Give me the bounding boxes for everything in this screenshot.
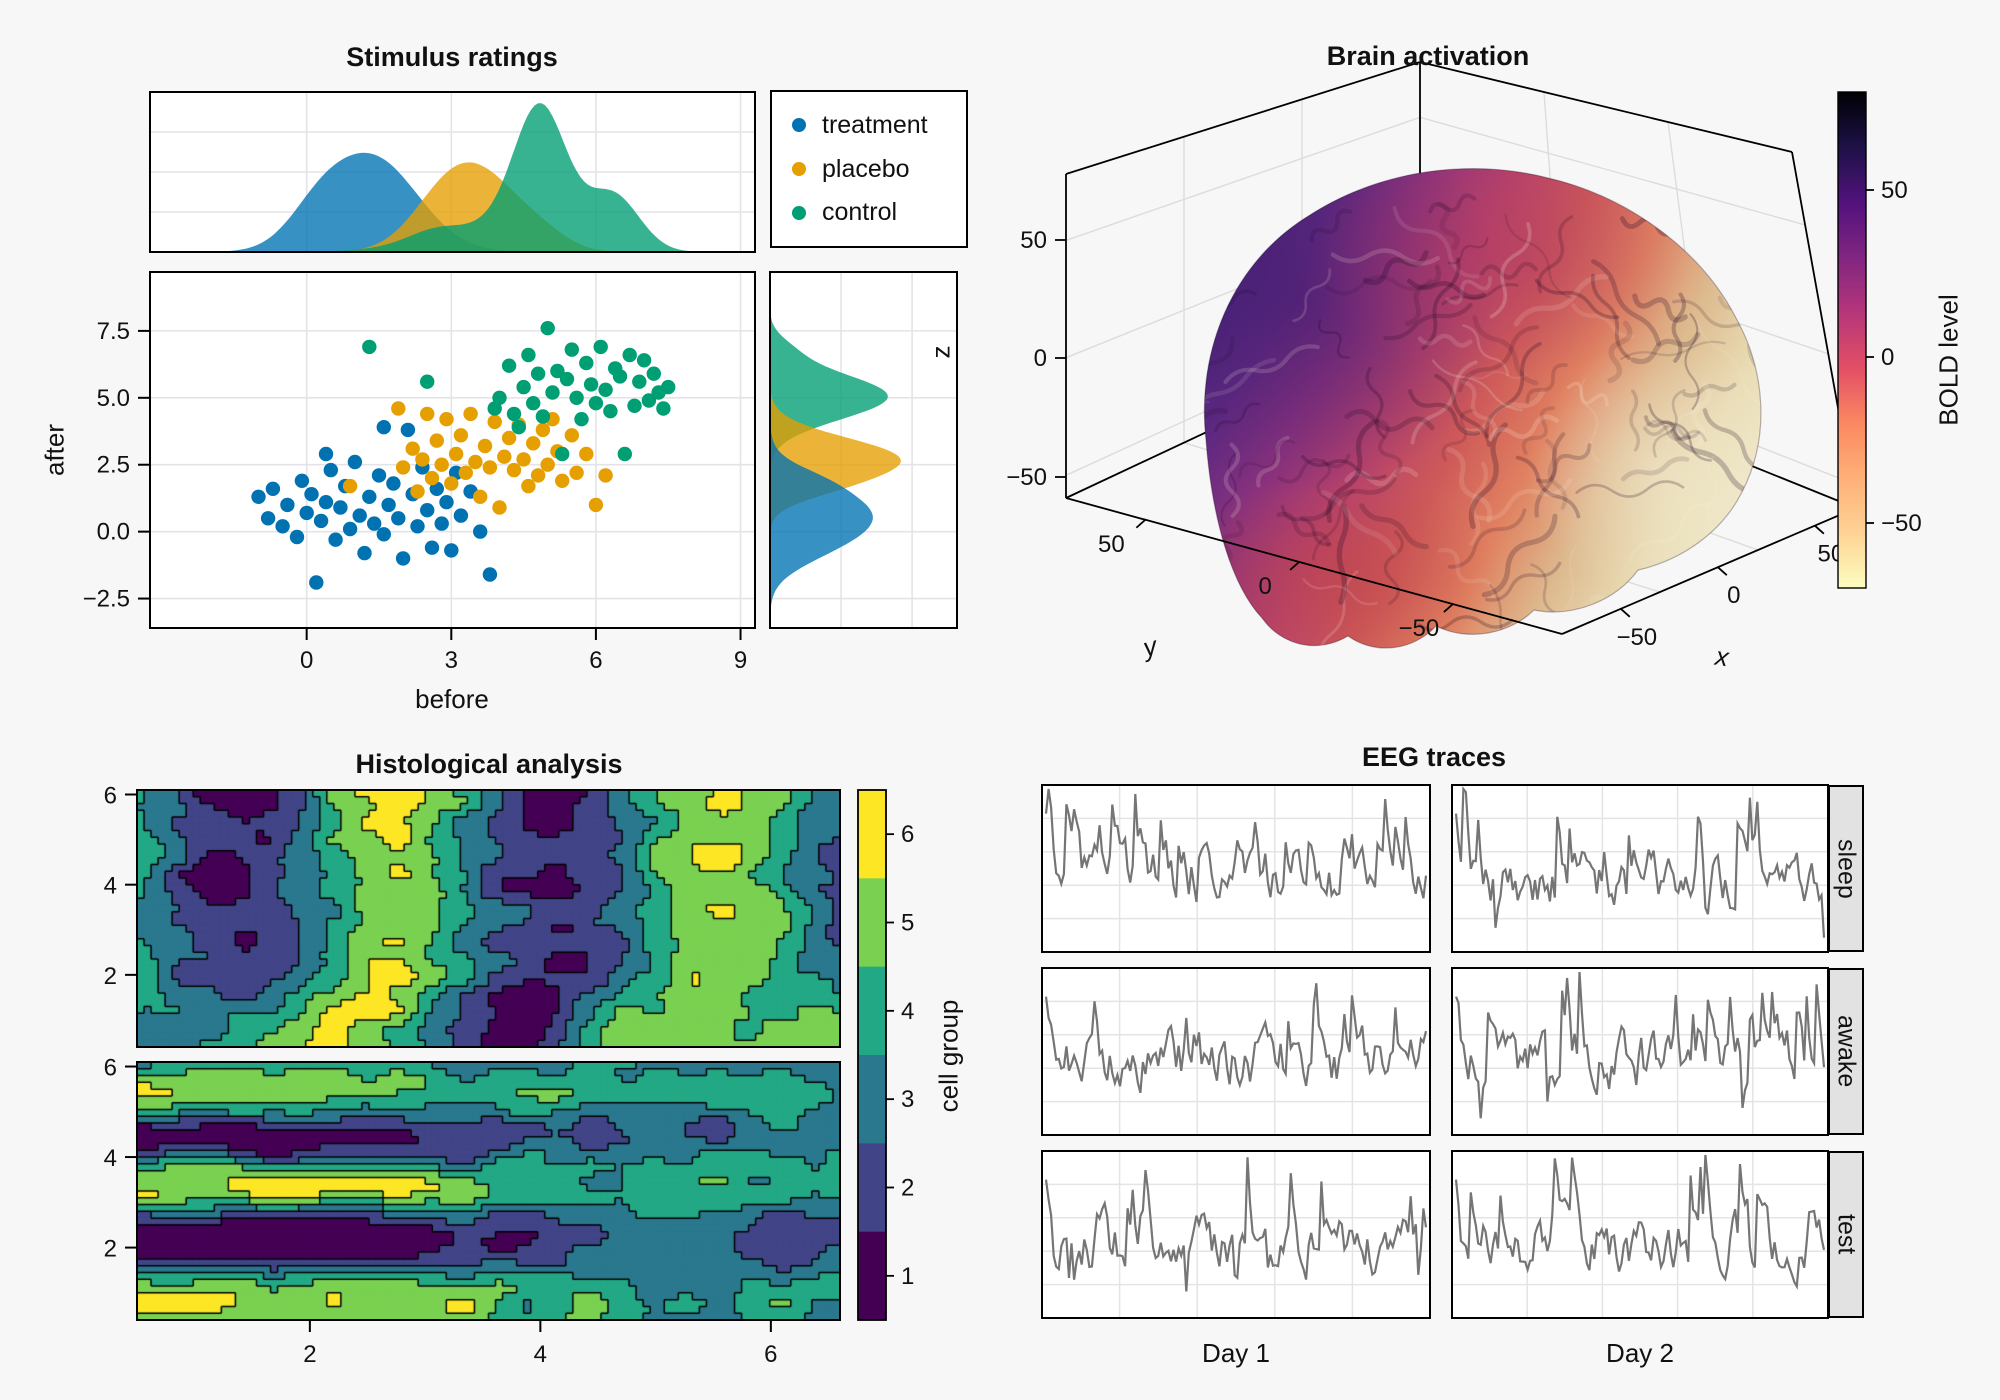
legend-label-treatment: treatment (822, 110, 928, 139)
legend: treatment placebo control (770, 90, 968, 248)
legend-marker-control (792, 205, 806, 220)
facet-strip-test: test (1828, 1151, 1864, 1318)
svg-text:50: 50 (1881, 177, 1908, 204)
legend-entry-control: control (792, 198, 956, 227)
facet-strip-sleep: sleep (1828, 785, 1864, 952)
legend-marker-treatment (792, 118, 806, 133)
eeg-col-label-day1: Day 1 (1202, 1338, 1270, 1368)
svg-text:−50: −50 (1399, 615, 1440, 642)
marginal-z-label: z (925, 345, 956, 359)
svg-text:−2.5: −2.5 (83, 586, 130, 613)
y-axis-label-after: after (39, 423, 70, 477)
svg-text:−50: −50 (1881, 510, 1922, 537)
svg-text:3: 3 (445, 647, 458, 674)
svg-text:9: 9 (734, 647, 747, 674)
svg-text:−50: −50 (1006, 464, 1047, 491)
svg-text:2.5: 2.5 (97, 452, 130, 479)
cell-group-colorbar: 6 5 4 3 2 1 (857, 789, 914, 1321)
svg-text:6: 6 (589, 647, 602, 674)
brain-texture (1204, 168, 1761, 649)
svg-text:0: 0 (300, 647, 313, 674)
svg-text:6: 6 (104, 783, 117, 810)
legend-marker-placebo (792, 162, 806, 176)
svg-text:2: 2 (104, 963, 117, 990)
histology-title: Histological analysis (355, 749, 623, 779)
svg-text:4: 4 (534, 1341, 547, 1368)
svg-text:50: 50 (1098, 531, 1125, 558)
eeg-panel (1041, 784, 1829, 1319)
svg-text:4: 4 (104, 1145, 117, 1172)
legend-entry-placebo: placebo (792, 155, 956, 184)
svg-text:6: 6 (901, 821, 914, 848)
scatter-points (251, 321, 676, 590)
colorbar-label-cell-group: cell group (933, 999, 964, 1113)
svg-text:5.0: 5.0 (97, 385, 130, 412)
svg-text:0.0: 0.0 (97, 519, 130, 546)
eeg-title: EEG traces (1361, 742, 1507, 772)
svg-text:0: 0 (1034, 345, 1047, 372)
svg-text:2: 2 (303, 1341, 316, 1368)
legend-label-placebo: placebo (822, 154, 910, 183)
stimulus-title: Stimulus ratings (346, 42, 558, 72)
svg-text:0: 0 (1258, 573, 1271, 600)
svg-text:1: 1 (901, 1263, 914, 1290)
svg-text:2: 2 (901, 1175, 914, 1202)
svg-text:6: 6 (104, 1055, 117, 1082)
svg-text:3: 3 (901, 1086, 914, 1113)
svg-text:7.5: 7.5 (97, 318, 130, 345)
x-axis-label-before: before (415, 684, 489, 714)
svg-text:0: 0 (1727, 582, 1740, 609)
svg-text:4: 4 (104, 873, 117, 900)
legend-label-control: control (822, 198, 898, 227)
svg-text:4: 4 (901, 998, 914, 1025)
svg-text:6: 6 (764, 1341, 777, 1368)
facet-strip-awake: awake (1828, 968, 1864, 1135)
svg-text:5: 5 (901, 910, 914, 937)
stimulus-panel: 0 3 6 9 7.5 5.0 2.5 0.0 −2.5 (83, 91, 958, 674)
svg-text:−50: −50 (1616, 624, 1657, 651)
histology-contour-top (137, 790, 840, 1047)
legend-entry-treatment: treatment (792, 111, 956, 140)
svg-text:0: 0 (1881, 344, 1894, 371)
bold-colorbar: 50 0 −50 (1837, 91, 1922, 589)
svg-text:2: 2 (104, 1236, 117, 1263)
histology-panel: 6 6 4 4 2 2 2 4 6 (104, 783, 841, 1368)
colorbar-label-bold-level: BOLD level (1933, 294, 1964, 426)
brain-title: Brain activation (1326, 41, 1530, 71)
eeg-col-label-day2: Day 2 (1606, 1338, 1674, 1368)
svg-text:50: 50 (1020, 227, 1047, 254)
histology-contour-bottom (137, 1062, 840, 1320)
